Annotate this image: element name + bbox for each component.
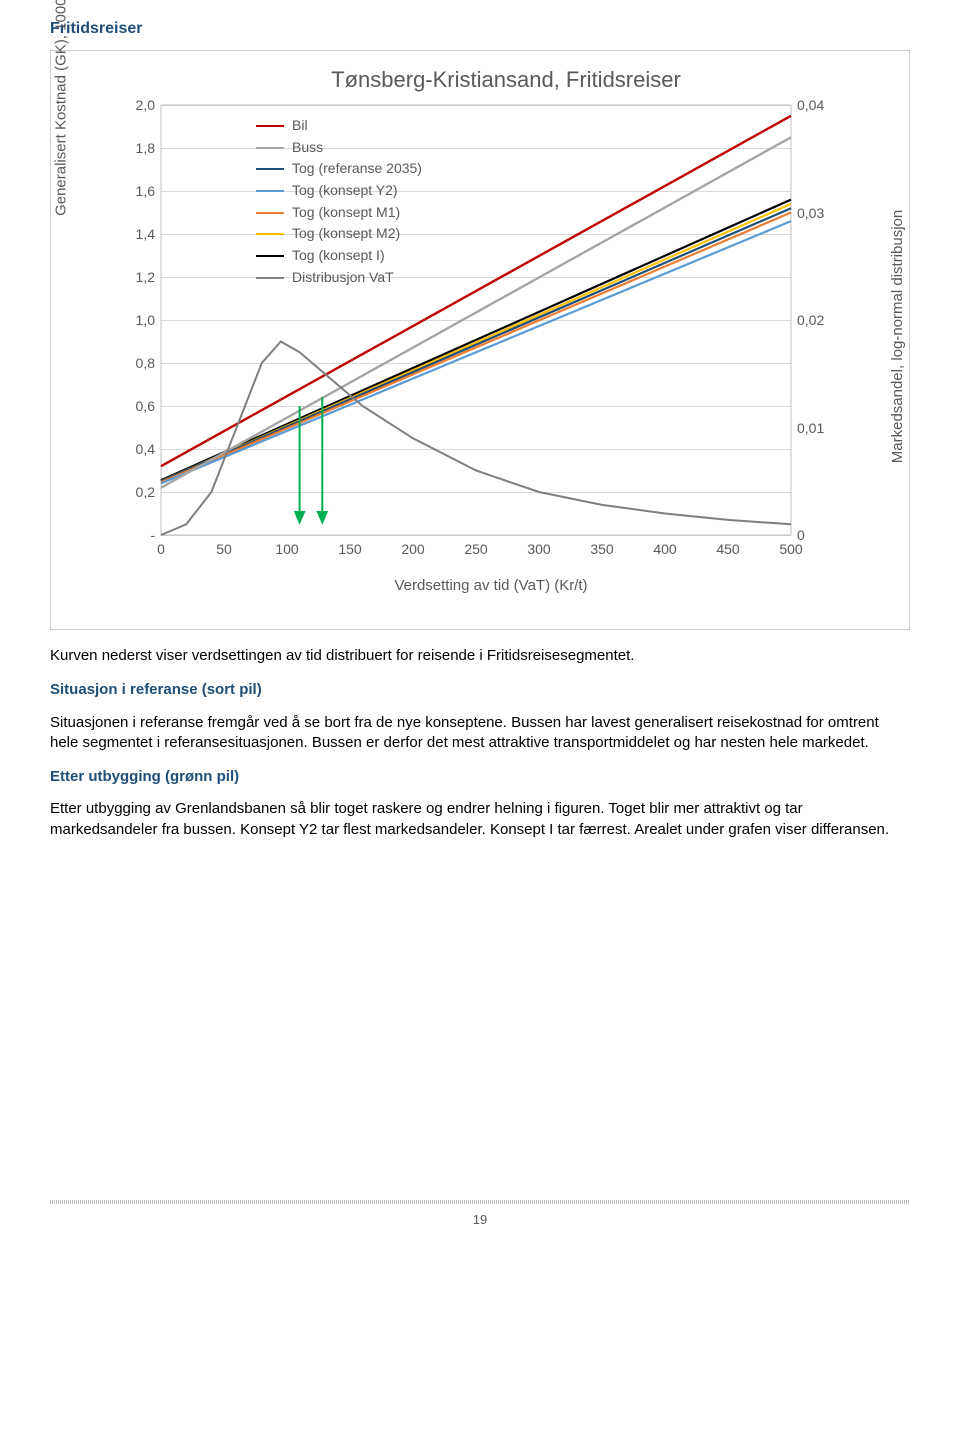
x-tick: 150 (338, 541, 361, 557)
legend-swatch (256, 168, 284, 170)
y-left-tick: 0,2 (119, 484, 155, 500)
subhead-1: Situasjon i referanse (sort pil) (50, 680, 910, 700)
chart-container: Tønsberg-Kristiansand, Fritidsreiser Gen… (50, 50, 910, 630)
paragraph-1: Situasjonen i referanse fremgår ved å se… (50, 713, 910, 754)
legend-label: Tog (konsept Y2) (292, 180, 398, 202)
x-tick: 50 (216, 541, 232, 557)
y-left-tick: 1,4 (119, 226, 155, 242)
x-tick: 250 (464, 541, 487, 557)
legend-label: Distribusjon VaT (292, 267, 394, 289)
y-left-tick: 0,8 (119, 355, 155, 371)
y-right-tick: 0 (797, 527, 839, 543)
plot-area: -0,20,40,60,81,01,21,41,61,82,000,010,02… (161, 105, 791, 535)
legend-item: Tog (konsept M2) (256, 223, 422, 245)
y-right-tick: 0,03 (797, 205, 839, 221)
y-right-tick: 0,02 (797, 312, 839, 328)
legend-swatch (256, 147, 284, 149)
y-axis-left-label: Generalisert Kostnad (GK), 1000 kroner (53, 0, 70, 216)
body-text: Kurven nederst viser verdsettingen av ti… (50, 646, 910, 840)
legend-label: Bil (292, 115, 308, 137)
y-left-tick: 1,8 (119, 140, 155, 156)
legend-label: Tog (konsept I) (292, 245, 385, 267)
x-tick: 350 (590, 541, 613, 557)
legend-item: Distribusjon VaT (256, 267, 422, 289)
legend-swatch (256, 190, 284, 192)
legend-item: Tog (konsept I) (256, 245, 422, 267)
y-left-tick: 0,6 (119, 398, 155, 414)
x-tick: 450 (716, 541, 739, 557)
legend-swatch (256, 255, 284, 257)
y-left-tick: 1,2 (119, 269, 155, 285)
subhead-2: Etter utbygging (grønn pil) (50, 767, 910, 787)
legend-label: Tog (referanse 2035) (292, 158, 422, 180)
x-tick: 400 (653, 541, 676, 557)
legend-swatch (256, 212, 284, 214)
legend-label: Buss (292, 137, 323, 159)
legend-item: Tog (referanse 2035) (256, 158, 422, 180)
x-tick: 200 (401, 541, 424, 557)
chart-inner: - 0,2 0,4 0,6 0,8 1,0 1,2 1,4 1,6 1,8 2,0 0 0,01 0,02… (101, 95, 851, 575)
y-left-tick: 0,4 (119, 441, 155, 457)
chart-title: Tønsberg-Kristiansand, Fritidsreiser (61, 67, 891, 93)
x-tick: 0 (157, 541, 165, 557)
x-tick: 300 (527, 541, 550, 557)
page-number: 19 (50, 1212, 910, 1227)
legend-swatch (256, 125, 284, 127)
y-right-tick: 0,04 (797, 97, 839, 113)
x-axis-label: Verdsetting av tid (VaT) (Kr/t) (61, 577, 891, 594)
legend: BilBussTog (referanse 2035)Tog (konsept … (256, 115, 422, 289)
legend-swatch (256, 233, 284, 235)
legend-item: Buss (256, 137, 422, 159)
y-left-tick: 1,0 (119, 312, 155, 328)
footer-divider (50, 1200, 910, 1204)
paragraph-2: Etter utbygging av Grenlandsbanen så bli… (50, 799, 910, 840)
legend-label: Tog (konsept M1) (292, 202, 400, 224)
y-right-tick: 0,01 (797, 420, 839, 436)
legend-swatch (256, 277, 284, 279)
x-tick: 500 (779, 541, 802, 557)
y-left-tick: - (119, 527, 155, 543)
legend-item: Bil (256, 115, 422, 137)
legend-item: Tog (konsept M1) (256, 202, 422, 224)
legend-label: Tog (konsept M2) (292, 223, 400, 245)
y-left-tick: 1,6 (119, 183, 155, 199)
section-title: Fritidsreiser (50, 20, 910, 38)
y-left-tick: 2,0 (119, 97, 155, 113)
x-tick: 100 (275, 541, 298, 557)
y-axis-right-label: Markedsandel, log-normal distribusjon (889, 210, 906, 463)
legend-item: Tog (konsept Y2) (256, 180, 422, 202)
caption: Kurven nederst viser verdsettingen av ti… (50, 646, 910, 666)
